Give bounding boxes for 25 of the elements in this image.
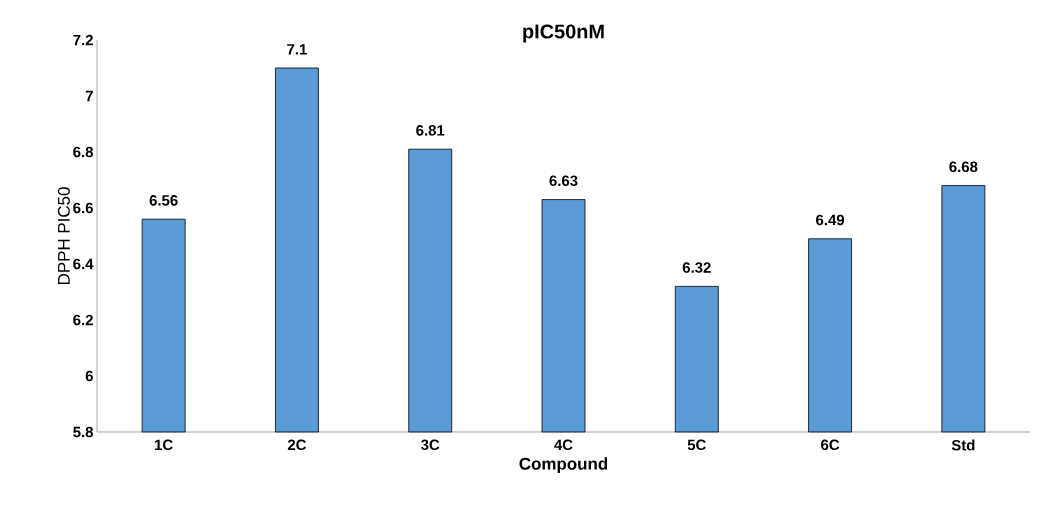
y-tick-label: 7 <box>85 90 93 102</box>
x-tick-label: 1C <box>155 439 173 451</box>
y-tick-label: 6.2 <box>73 314 93 326</box>
x-tick-label: 6C <box>821 439 840 451</box>
x-axis-title: Compound <box>519 457 608 474</box>
data-label: 6.81 <box>416 125 445 136</box>
y-tick-label: 6.8 <box>73 146 94 158</box>
data-label: 6.56 <box>149 195 178 206</box>
data-label: 6.32 <box>682 262 711 273</box>
data-label: 7.1 <box>287 44 307 55</box>
x-tick-label: Std <box>951 439 975 451</box>
y-tick-label: 7.2 <box>73 34 93 46</box>
x-tick-label: 3C <box>421 439 440 451</box>
data-label: 6.63 <box>549 175 578 187</box>
x-tick-label: 2C <box>287 439 307 451</box>
data-label: 6.68 <box>949 161 978 173</box>
y-tick-label: 5.8 <box>73 426 94 438</box>
y-tick-label: 6 <box>85 370 93 382</box>
x-tick-label: 5C <box>687 439 706 451</box>
y-tick-label: 6.4 <box>73 258 94 270</box>
x-tick-label: 4C <box>554 439 573 451</box>
y-tick-label: 6.6 <box>73 202 93 214</box>
chart-title: pIC50nM <box>523 24 604 43</box>
data-label: 6.49 <box>816 214 845 226</box>
y-axis-title: DPPH PIC50 <box>57 187 70 285</box>
